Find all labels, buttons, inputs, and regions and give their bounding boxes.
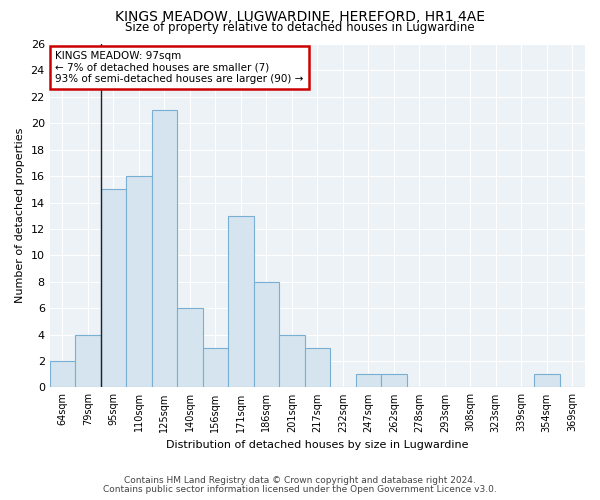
Text: Size of property relative to detached houses in Lugwardine: Size of property relative to detached ho… xyxy=(125,22,475,35)
Text: Contains HM Land Registry data © Crown copyright and database right 2024.: Contains HM Land Registry data © Crown c… xyxy=(124,476,476,485)
Text: KINGS MEADOW, LUGWARDINE, HEREFORD, HR1 4AE: KINGS MEADOW, LUGWARDINE, HEREFORD, HR1 … xyxy=(115,10,485,24)
Bar xyxy=(305,348,330,388)
X-axis label: Distribution of detached houses by size in Lugwardine: Distribution of detached houses by size … xyxy=(166,440,469,450)
Bar xyxy=(203,348,228,388)
Bar xyxy=(279,334,305,388)
Bar xyxy=(381,374,407,388)
Text: Contains public sector information licensed under the Open Government Licence v3: Contains public sector information licen… xyxy=(103,484,497,494)
Bar xyxy=(534,374,560,388)
Y-axis label: Number of detached properties: Number of detached properties xyxy=(15,128,25,304)
Bar xyxy=(101,190,126,388)
Bar xyxy=(228,216,254,388)
Bar xyxy=(152,110,177,388)
Bar xyxy=(356,374,381,388)
Bar xyxy=(254,282,279,388)
Bar xyxy=(177,308,203,388)
Bar xyxy=(126,176,152,388)
Text: KINGS MEADOW: 97sqm
← 7% of detached houses are smaller (7)
93% of semi-detached: KINGS MEADOW: 97sqm ← 7% of detached hou… xyxy=(55,51,304,84)
Bar xyxy=(50,361,75,388)
Bar xyxy=(75,334,101,388)
